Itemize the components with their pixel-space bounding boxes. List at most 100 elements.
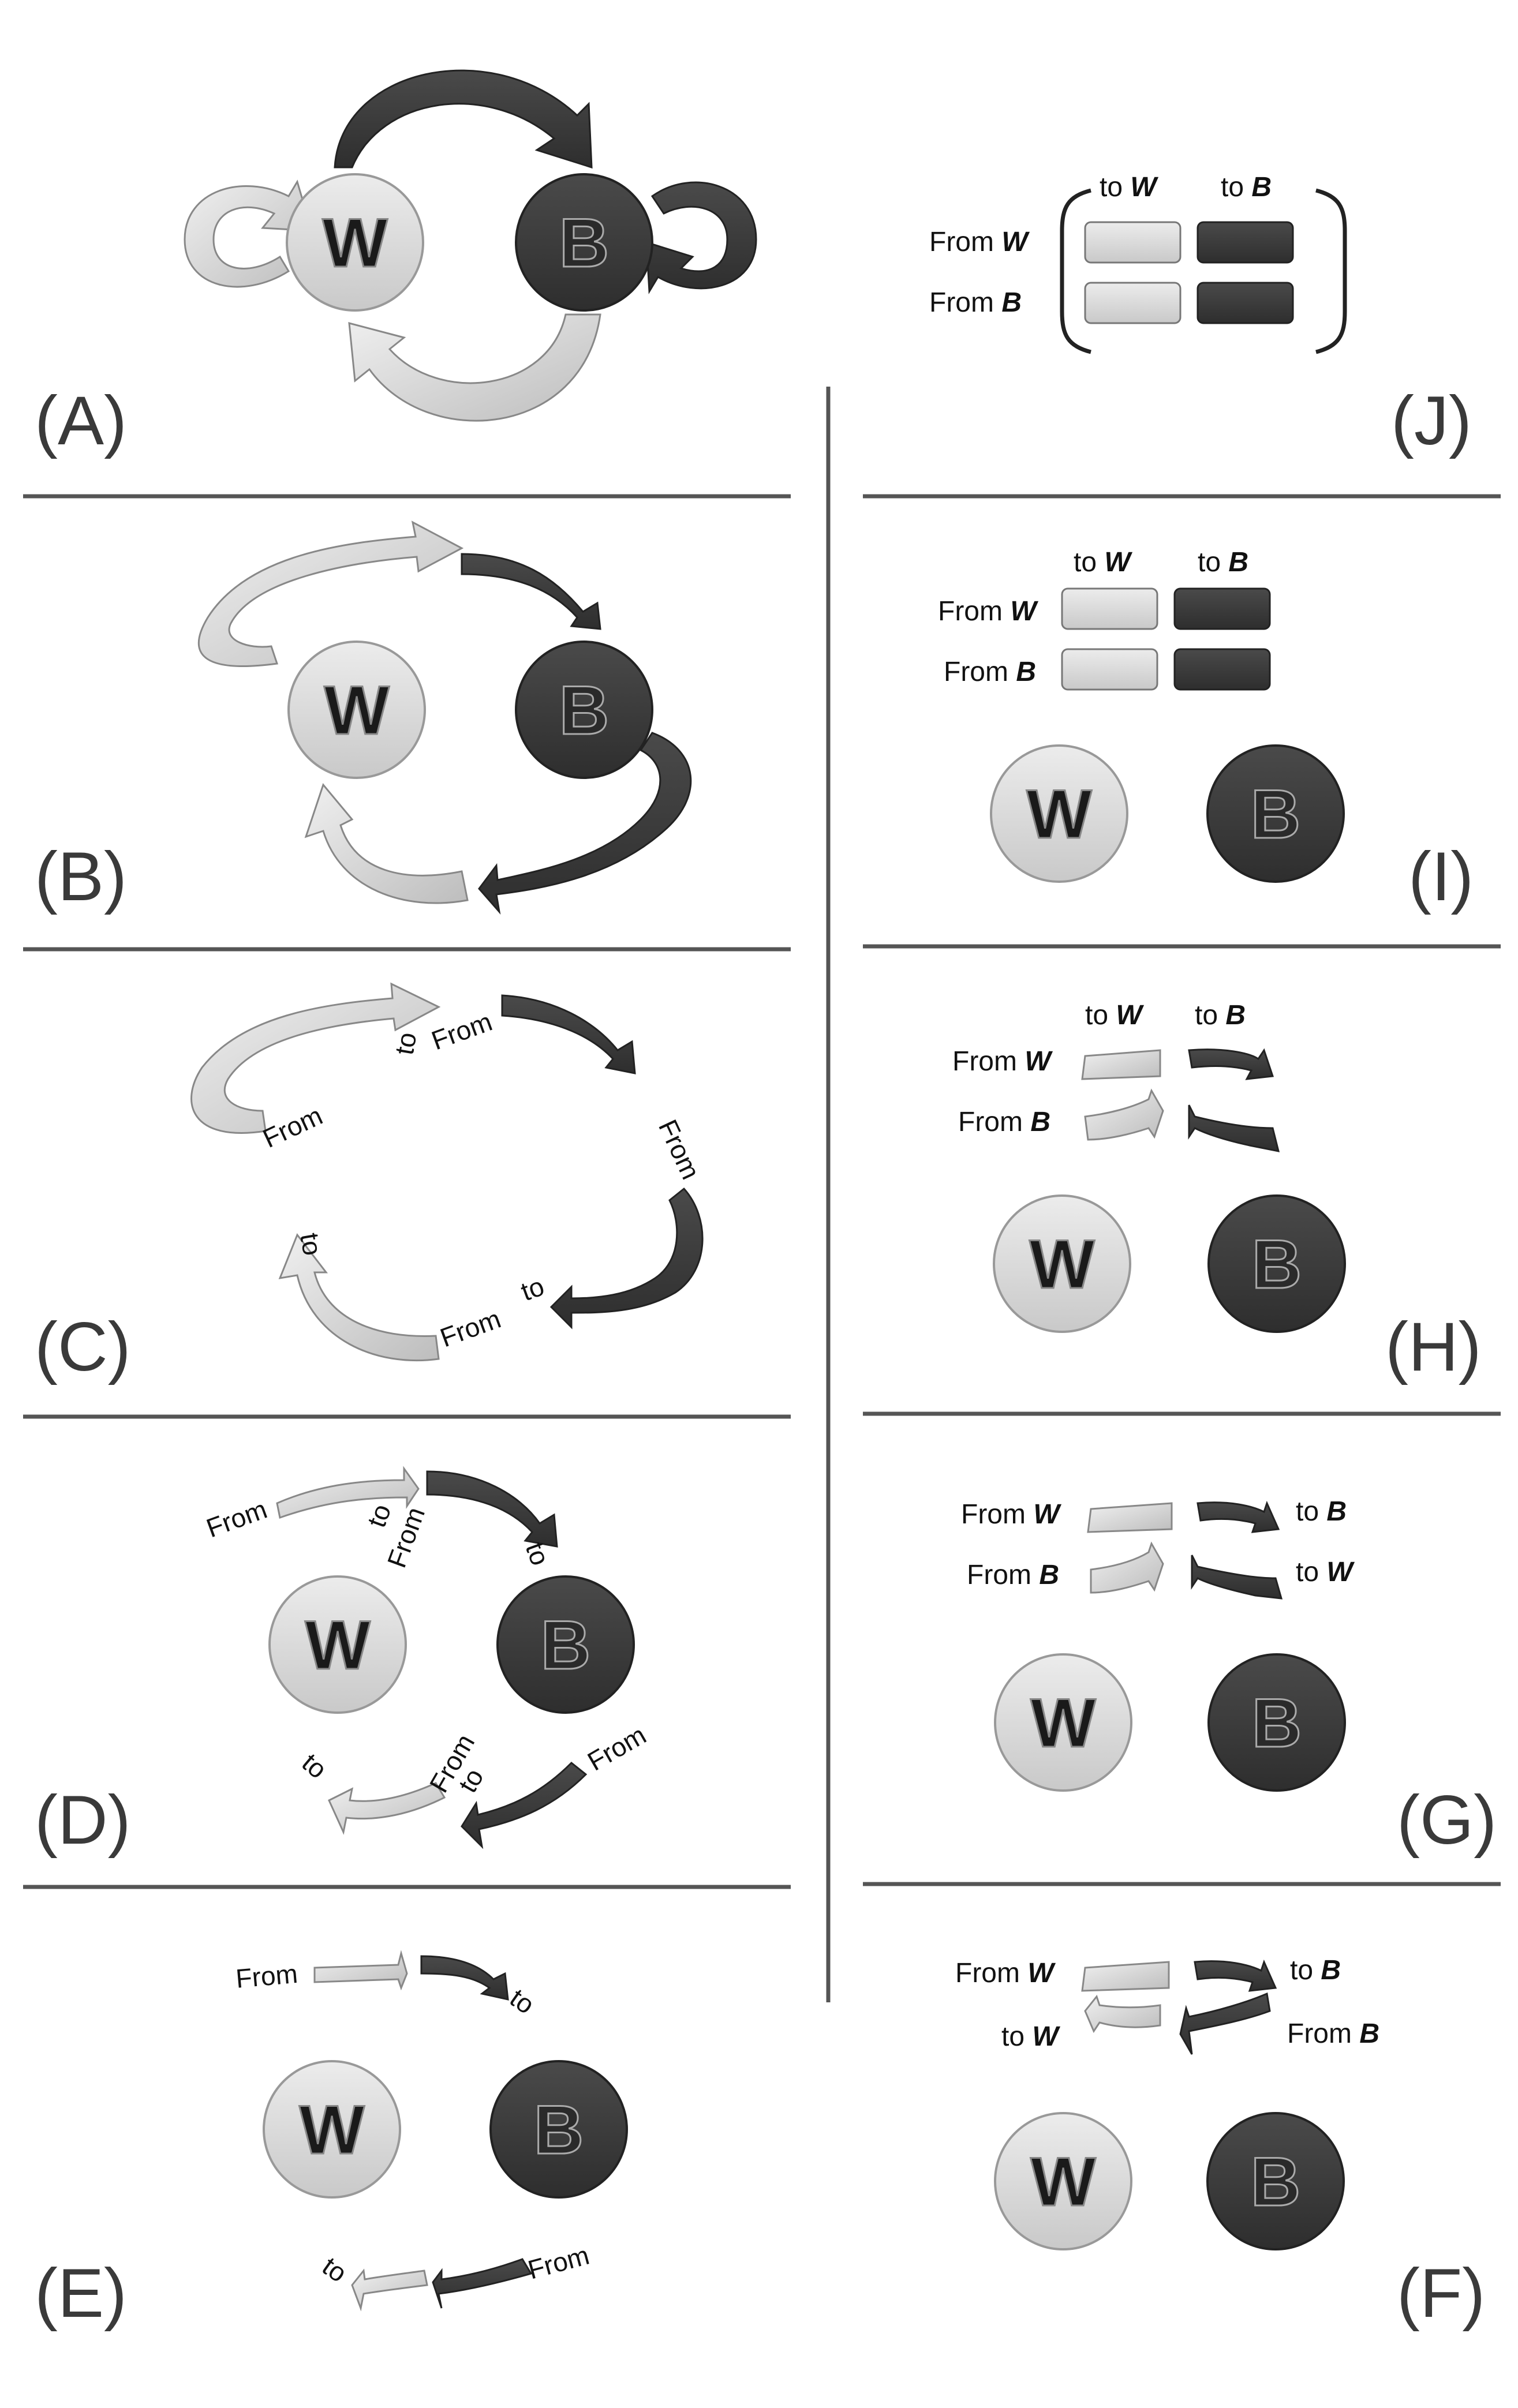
row-from-b: From B [967, 1560, 1059, 1590]
node-b-label: B [559, 672, 610, 749]
row-from-b: From B [1287, 2018, 1379, 2049]
node-w [994, 1653, 1132, 1792]
node-w [287, 641, 426, 779]
arrow-e-light-bottom [351, 2268, 428, 2312]
panel-label-j: (J) [1391, 382, 1472, 459]
arrow-w-to-b [334, 69, 593, 169]
node-b [515, 173, 653, 312]
node-b-label: B [541, 1606, 591, 1684]
node-b [496, 1575, 635, 1714]
node-w [990, 744, 1128, 883]
header-to-w: to W [1100, 172, 1158, 203]
panel-label-i: (I) [1408, 838, 1474, 915]
cell-b-to-w [1084, 282, 1182, 324]
row-from-w: From W [952, 1046, 1053, 1077]
node-b-label: B [1252, 1226, 1302, 1303]
panel-h: to W to B From W From B W B [952, 1000, 1346, 1333]
node-w-label: W [299, 2091, 365, 2169]
loop-b [645, 181, 757, 294]
cell-b-to-b [1197, 282, 1294, 324]
arrow-b-to-w-b [304, 782, 469, 904]
node-w [993, 1194, 1131, 1333]
node-w-label: W [1029, 1226, 1095, 1303]
node-b-label: B [1251, 776, 1301, 853]
header-to-b: to B [1198, 547, 1248, 578]
panel-b: W B [197, 520, 692, 915]
word-to: to [361, 1500, 397, 1531]
node-w-label: W [1030, 2143, 1096, 2220]
arrow-f-dark-bottom [1179, 1992, 1271, 2055]
row-from-b: From B [929, 287, 1022, 318]
panel-c: From to From From to From to [190, 982, 706, 1362]
node-w-label: W [324, 672, 390, 749]
panel-j: to W to B From W From B [929, 172, 1347, 354]
arrow-f-light-top [1081, 1961, 1170, 1992]
node-b [515, 641, 653, 779]
panel-dividers [23, 387, 1501, 2002]
word-from: From [525, 2240, 592, 2285]
cell-b-to-b [1173, 648, 1271, 691]
label-to-w: to W [1296, 1557, 1355, 1587]
node-b-label: B [559, 204, 610, 282]
cell-w-to-b [1197, 221, 1294, 264]
arrow-w-loop-c [190, 982, 441, 1134]
row-from-w: From W [929, 227, 1030, 257]
node-w-label: W [1030, 1684, 1096, 1762]
word-to: to [389, 1030, 423, 1057]
panel-label-a: (A) [35, 382, 127, 459]
matrix-bracket-left [1060, 188, 1091, 354]
arrow-h-w-to-b [1188, 1048, 1274, 1080]
node-b-label: B [1252, 1684, 1302, 1762]
arrow-w-to-b-c [501, 994, 636, 1074]
word-to: to [517, 1271, 548, 1306]
arrow-d-dark-top [426, 1470, 558, 1548]
panel-label-e: (E) [35, 2255, 127, 2332]
node-w [268, 1575, 407, 1714]
word-to: to [504, 1983, 540, 2020]
node-w-label: W [1026, 776, 1092, 853]
label-to-b: to B [1296, 1496, 1347, 1527]
label-to-b: to B [1290, 1955, 1341, 1986]
panel-a: W B [184, 69, 757, 422]
node-w [286, 173, 424, 312]
row-from-w: From W [938, 596, 1038, 627]
panel-i: to W to B From W From B W B [938, 547, 1345, 883]
header-to-b: to B [1221, 172, 1272, 203]
header-to-b: to B [1195, 1000, 1246, 1031]
arrow-f-dark-top [1194, 1959, 1277, 1992]
panel-g: From W From B to B to W W B [961, 1496, 1355, 1792]
panel-label-d: (D) [35, 1781, 131, 1859]
word-from: From [582, 1720, 651, 1777]
node-b-label: B [534, 2091, 584, 2169]
word-from: From [653, 1115, 706, 1184]
arrow-g-dark-top [1197, 1500, 1280, 1533]
panel-letters: (A) (B) (C) (D) (E) (J) (I) (H) (G) (F) [35, 382, 1497, 2332]
arrow-g-dark-bottom [1191, 1555, 1283, 1600]
node-w [994, 2112, 1132, 2250]
matrix-bracket-right [1315, 188, 1347, 354]
panel-label-c: (C) [35, 1308, 131, 1385]
panel-label-b: (B) [35, 838, 127, 915]
arrow-e-light-top [313, 1950, 408, 1991]
arrow-b-loop-c [549, 1187, 704, 1330]
arrow-d-light-top [276, 1466, 420, 1519]
panel-d: From to From to W B to From to From [203, 1466, 651, 1849]
cell-w-to-w [1061, 587, 1158, 630]
arrow-d-dark-bottom [461, 1761, 588, 1849]
arrow-g-light-top [1087, 1502, 1173, 1533]
word-to: to [297, 1747, 333, 1785]
node-w-label: W [305, 1606, 371, 1684]
panel-e: From to W B to From [234, 1950, 628, 2312]
word-from: From [436, 1304, 505, 1353]
cell-w-to-b [1173, 587, 1271, 630]
header-to-w: to W [1085, 1000, 1144, 1031]
arrow-d-light-bottom [328, 1782, 446, 1835]
node-b-label: B [1251, 2143, 1301, 2220]
word-from: From [258, 1100, 327, 1154]
arrow-h-w-to-w [1081, 1049, 1161, 1080]
panel-label-f: (F) [1397, 2255, 1485, 2332]
node-b [1206, 2112, 1345, 2250]
word-to: to [294, 1231, 328, 1258]
node-b [1207, 1194, 1346, 1333]
arrow-b-to-w-c [278, 1233, 440, 1362]
